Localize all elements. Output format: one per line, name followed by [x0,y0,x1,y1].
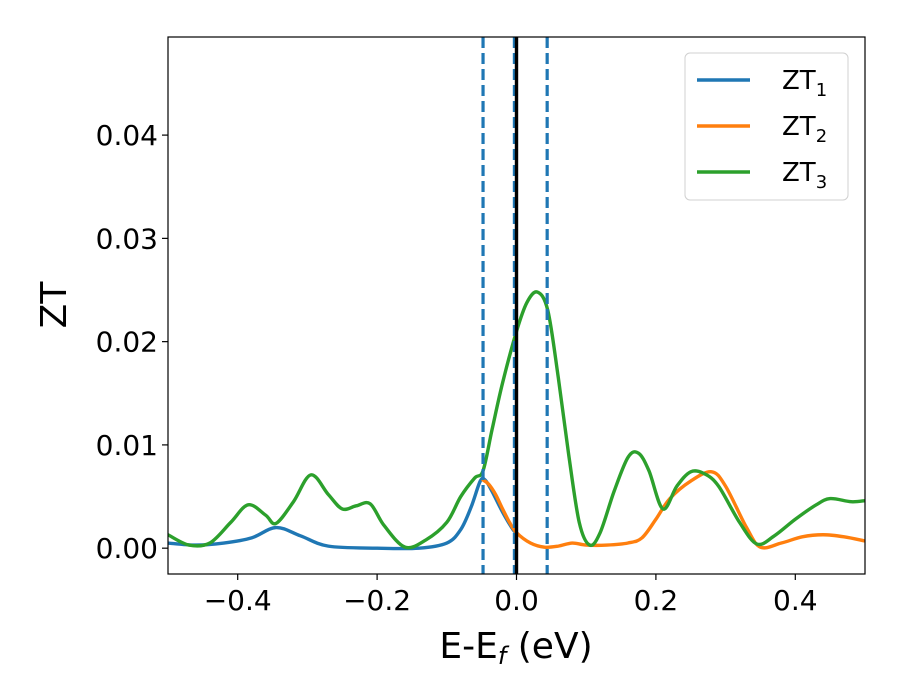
x-tick-label: −0.2 [343,584,411,617]
x-axis-label-main: E-E [439,626,497,667]
x-axis-label-unit: (eV) [506,626,592,667]
y-axis-label: ZT [34,281,75,329]
x-tick-label: 0.2 [634,584,679,617]
y-tick-label: 0.02 [96,326,158,359]
reference-lines [481,37,549,574]
series-line-zt3 [168,290,865,550]
legend-label-zt2: ZT2 [782,112,827,147]
series-lines [168,290,865,551]
y-tick-label: 0.03 [96,222,158,255]
x-tick-label: 0.0 [494,584,539,617]
legend-label-zt3: ZT3 [782,158,827,193]
series-line-zt2 [481,470,865,550]
y-tick-label: 0.04 [96,119,158,152]
y-tick-label: 0.00 [96,532,158,565]
legend-box [684,52,849,201]
x-tick-label: 0.4 [773,584,818,617]
x-tick-label: −0.4 [204,584,272,617]
legend-label-zt1: ZT1 [782,66,827,101]
y-tick-label: 0.01 [96,429,158,462]
y-axis-ticks: 0.00 0.01 0.02 0.03 0.04 [96,119,168,565]
x-axis-label: E-Ef (eV) [439,626,592,670]
x-axis-ticks: −0.4 −0.2 0.0 0.2 0.4 [204,574,818,617]
legend: ZT1 ZT2 ZT3 [684,52,849,201]
